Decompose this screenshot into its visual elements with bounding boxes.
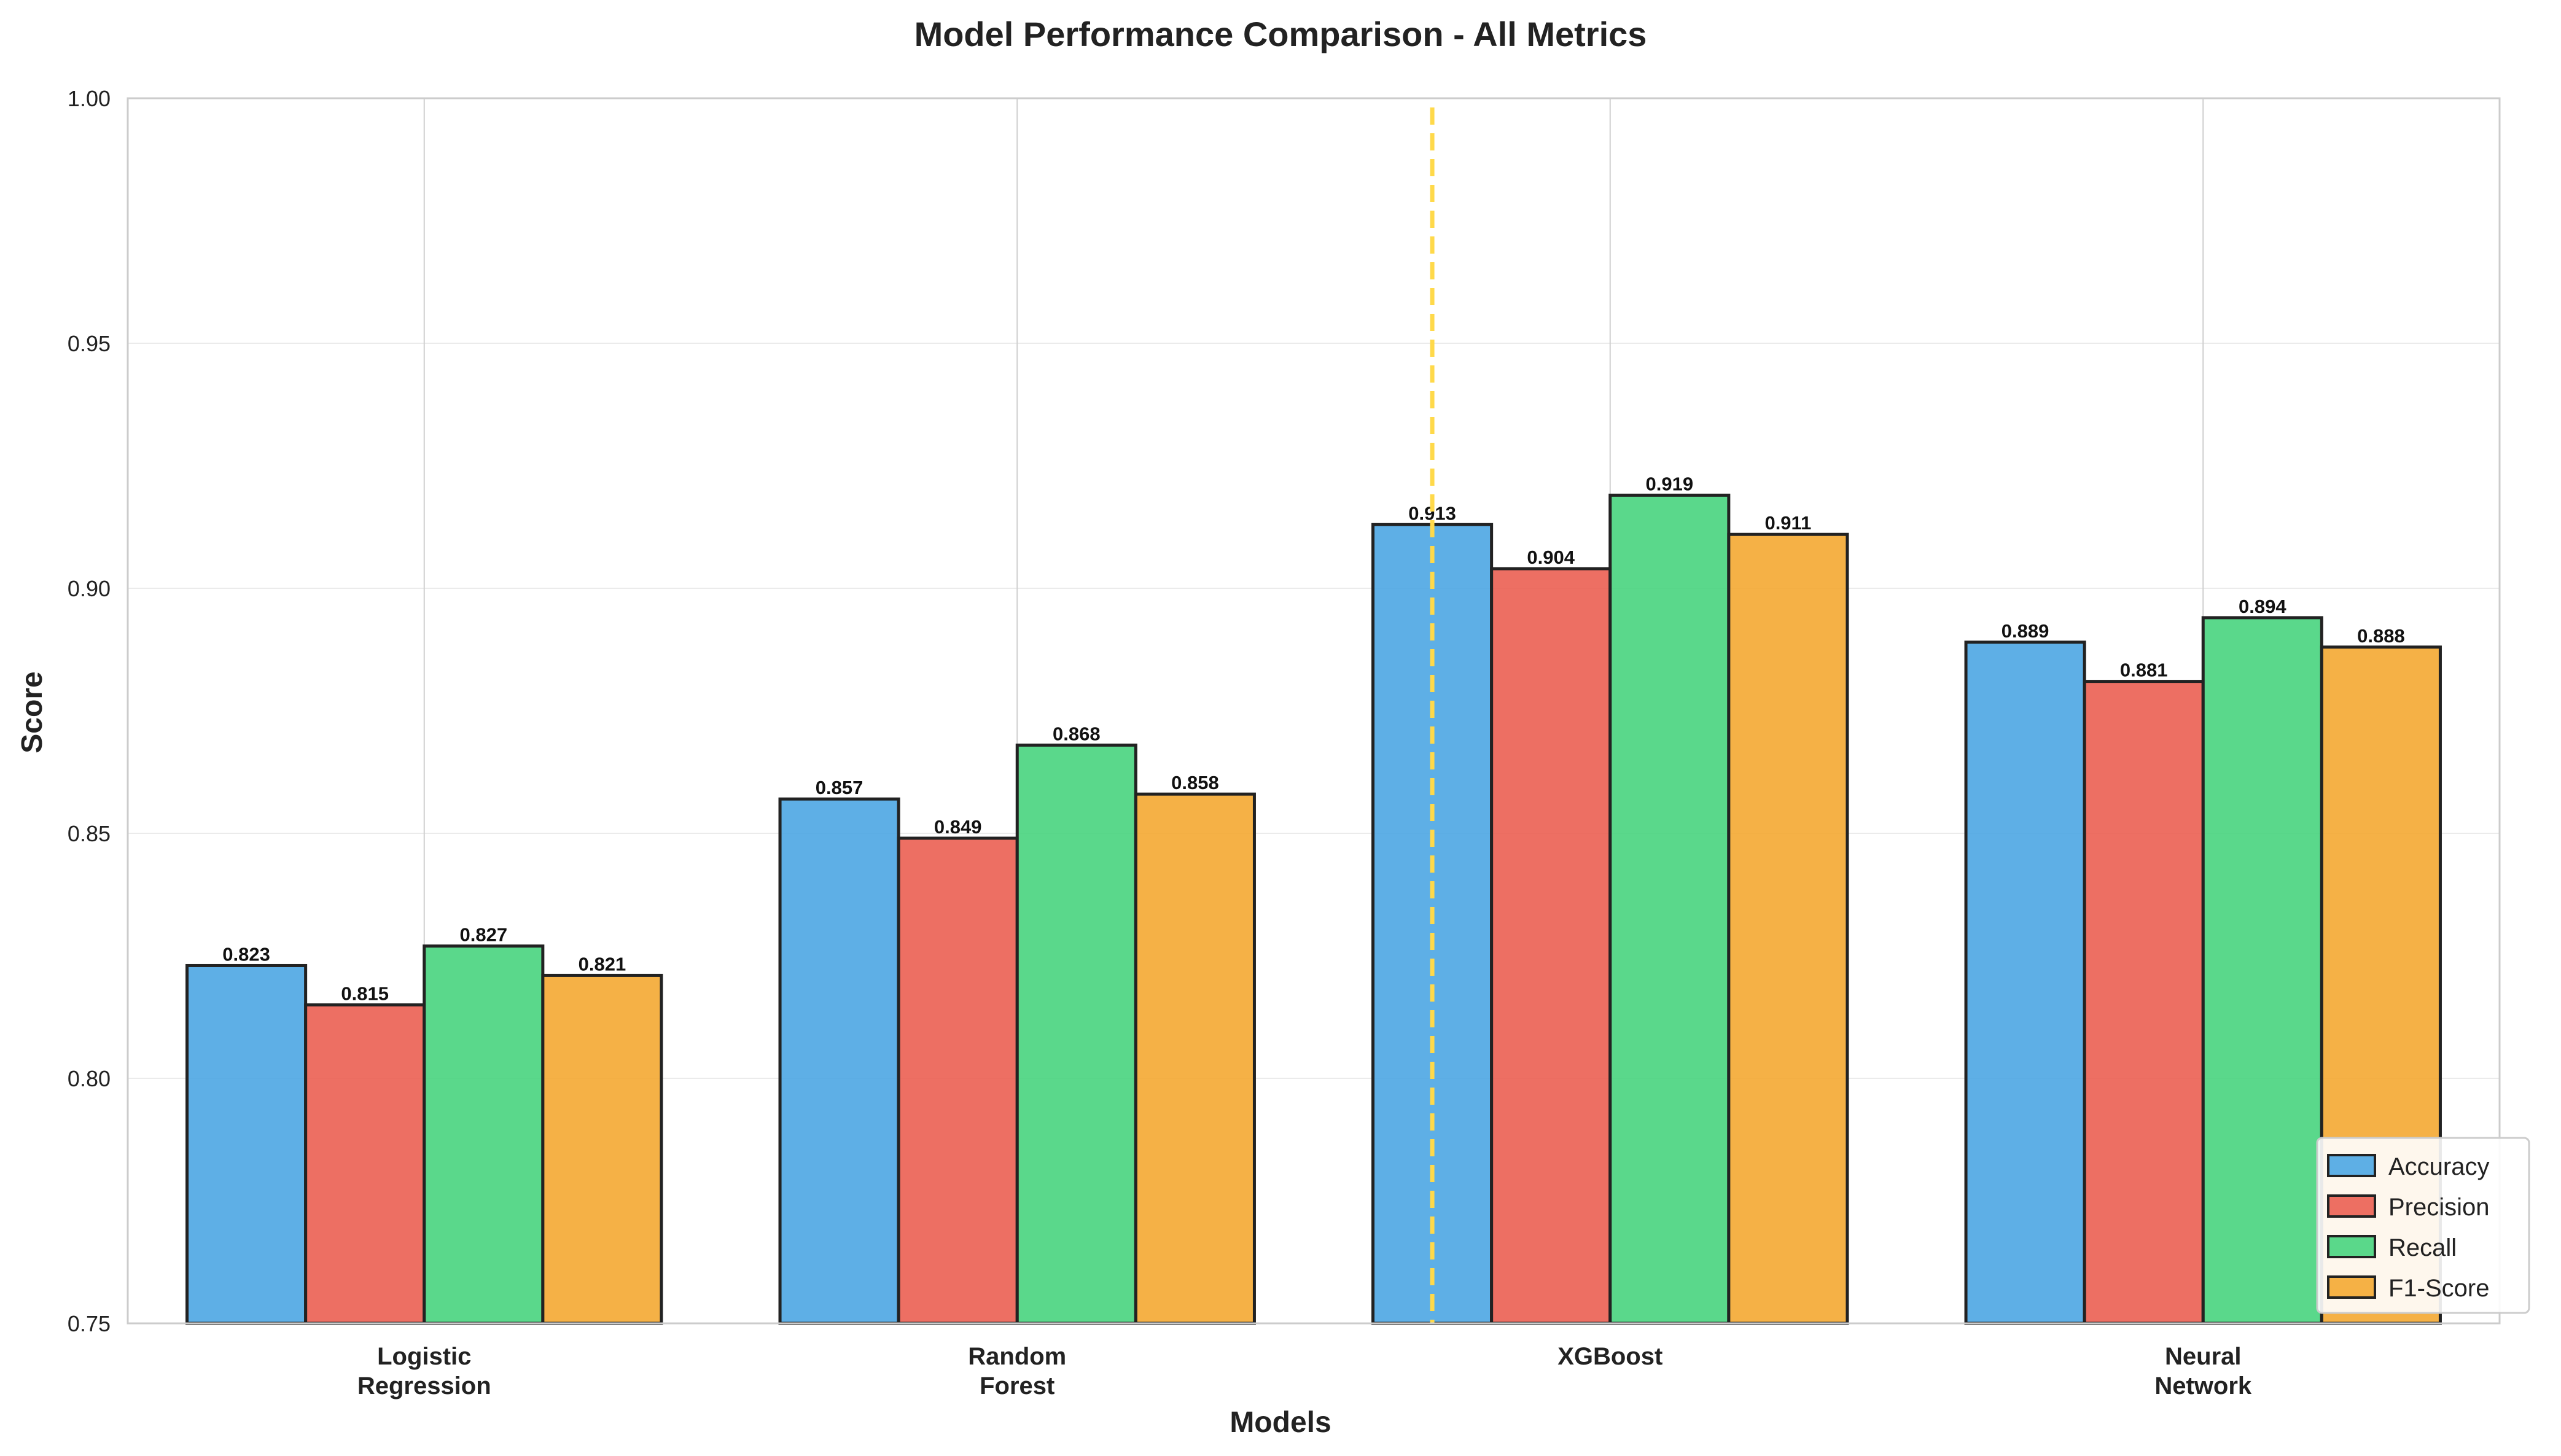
- data-label: 0.815: [341, 983, 389, 1004]
- data-label: 0.889: [2002, 620, 2049, 642]
- legend-label: Recall: [2388, 1234, 2457, 1261]
- legend-swatch: [2327, 1194, 2376, 1218]
- x-axis-label: Models: [1230, 1406, 1331, 1439]
- bar-precision-3: [2083, 680, 2205, 1325]
- legend-swatch: [2327, 1275, 2376, 1299]
- legend-box: [2316, 1137, 2530, 1314]
- bar-precision-2: [1490, 567, 1612, 1325]
- legend-swatch: [2327, 1235, 2376, 1258]
- data-label: 0.919: [1646, 473, 1694, 494]
- data-label: 0.881: [2120, 660, 2168, 681]
- data-label: 0.823: [222, 943, 270, 965]
- bar-recall-0: [423, 944, 545, 1325]
- data-label: 0.868: [1053, 723, 1101, 744]
- bar-accuracy-3: [1964, 640, 2086, 1325]
- legend-swatch: [2327, 1154, 2376, 1177]
- legend-label: Precision: [2388, 1194, 2490, 1221]
- data-label: 0.911: [1764, 512, 1811, 534]
- plot-frame: [127, 97, 2501, 1325]
- x-tick-label: Random Forest: [968, 1343, 1066, 1400]
- data-label: 0.894: [2239, 596, 2286, 617]
- bar-recall-1: [1015, 743, 1137, 1325]
- data-label: 0.849: [934, 816, 982, 838]
- data-label: 0.827: [460, 924, 508, 946]
- data-label: 0.821: [579, 953, 626, 975]
- data-label: 0.904: [1527, 547, 1575, 568]
- y-axis-label: Score: [16, 671, 49, 753]
- legend: Accuracy Precision Recall F1-Score: [2316, 1137, 2530, 1314]
- plot-area: 0.8230.8570.9130.8890.8150.8490.9040.881…: [68, 86, 2501, 1400]
- bar-f1-score-2: [1727, 532, 1849, 1325]
- data-label: 0.888: [2357, 625, 2405, 647]
- y-tick-label: 0.75: [68, 1311, 111, 1336]
- bar-f1-score-0: [541, 973, 663, 1325]
- x-tick-label: Neural Network: [2154, 1343, 2252, 1400]
- bar-recall-2: [1608, 493, 1731, 1325]
- chart-title: Model Performance Comparison - All Metri…: [914, 15, 1647, 53]
- bar-accuracy-0: [185, 964, 308, 1325]
- y-tick-label: 1.00: [68, 86, 111, 111]
- y-tick-label: 0.95: [68, 331, 111, 356]
- bar-precision-1: [897, 836, 1019, 1325]
- x-tick-label: Logistic Regression: [357, 1343, 491, 1400]
- legend-label: Accuracy: [2388, 1153, 2490, 1180]
- bar-accuracy-1: [778, 797, 900, 1325]
- legend-label: F1-Score: [2388, 1275, 2490, 1302]
- bar-precision-0: [304, 1003, 426, 1325]
- data-label: 0.857: [816, 777, 863, 798]
- bar-f1-score-1: [1134, 792, 1256, 1325]
- data-label: 0.858: [1171, 772, 1219, 793]
- bar-recall-3: [2201, 616, 2323, 1325]
- y-tick-label: 0.80: [68, 1066, 111, 1091]
- y-tick-label: 0.90: [68, 576, 111, 601]
- y-tick-label: 0.85: [68, 821, 111, 846]
- x-tick-label: XGBoost: [1557, 1343, 1663, 1370]
